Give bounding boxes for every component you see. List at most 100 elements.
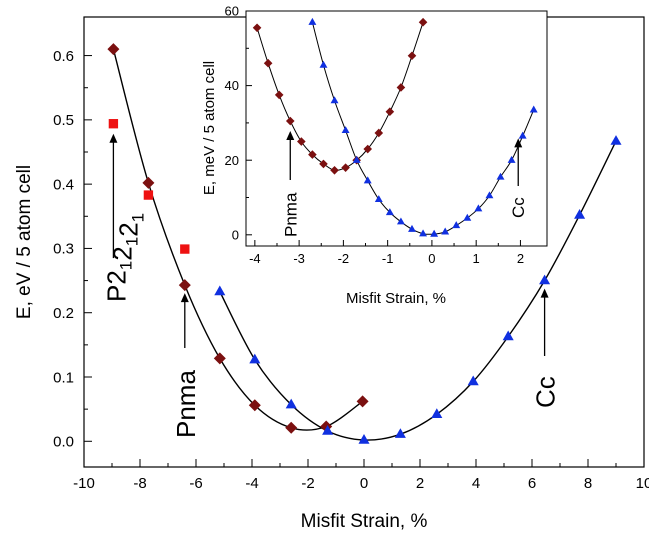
main-x-tick-label: -8 (133, 475, 146, 492)
main-point-triangle (285, 398, 297, 409)
inset-annotation-pnma-arrow-head (286, 131, 295, 141)
inset-point-triangle (529, 105, 538, 113)
main-point-diamond (142, 176, 155, 189)
main-fit-line-triangle (219, 140, 617, 441)
main-point-triangle (394, 428, 406, 438)
inset-y-tick-label: 0 (232, 227, 239, 242)
inset-annotation-cc-label: Cc (509, 197, 528, 218)
inset-point-diamond (330, 165, 339, 175)
inset-point-triangle (496, 172, 505, 180)
annotation-p21-subscript: 1 (116, 261, 135, 270)
main-y-tick-label: 0.1 (53, 369, 74, 386)
annotation-cc-label: Cc (531, 376, 561, 408)
inset-point-diamond (341, 163, 350, 172)
inset-point-triangle (308, 17, 317, 25)
inset-annotation-cc-arrow-head (514, 138, 523, 148)
annotation-cc-arrow-head (540, 288, 549, 298)
main-point-diamond (285, 421, 298, 434)
inset-point-triangle (319, 60, 328, 68)
main-point-triangle (467, 375, 479, 386)
inset-point-diamond (385, 107, 395, 117)
inset-point-triangle (341, 126, 350, 134)
inset-point-triangle (441, 227, 450, 235)
inset-point-diamond (407, 51, 417, 61)
inset-annotations: Pnma Cc (281, 131, 528, 237)
main-point-triangle (574, 209, 586, 219)
main-point-triangle (539, 274, 551, 285)
annotation-p21-main: 2 (107, 246, 137, 260)
main-x-tick-label: 4 (472, 475, 480, 492)
inset-y-tick-label: 40 (225, 78, 239, 93)
inset-point-diamond (363, 144, 373, 154)
inset-x-tick-label: -1 (382, 251, 394, 266)
main-point-diamond (248, 399, 261, 412)
inset-point-triangle (396, 217, 405, 225)
inset-y-axis-label: E, meV / 5 atom cell (201, 61, 218, 195)
main-y-tick-label: 0.5 (53, 112, 74, 129)
main-y-tick-label: 0.3 (53, 241, 74, 258)
inset-point-diamond (252, 23, 262, 33)
main-point-diamond (178, 279, 191, 292)
annotation-pnma-label: Pnma (171, 370, 201, 438)
inset-point-diamond (319, 159, 328, 169)
main-x-tick-label: 10 (636, 475, 649, 492)
inset-point-diamond (374, 128, 384, 138)
inset-x-tick-label: -4 (249, 251, 261, 266)
inset-point-triangle (363, 176, 372, 184)
main-y-tick-label: 0.0 (53, 434, 74, 451)
main-x-tick-label: -10 (73, 475, 95, 492)
inset-y-tick-label: 20 (225, 153, 239, 168)
inset-point-triangle (374, 195, 383, 203)
inset-point-diamond (263, 58, 273, 68)
inset-point-triangle (408, 224, 416, 232)
main-data-points (107, 43, 622, 444)
main-x-tick-label: 2 (416, 475, 424, 492)
inset-y-tick-label: 60 (225, 4, 239, 19)
inset-point-diamond (418, 17, 428, 27)
main-ticks: -10 -8 -6 -4 -2 0 2 4 6 8 100.00.10.20.30.40.50.6 (53, 48, 649, 492)
inset-x-tick-label: 1 (473, 251, 480, 266)
inset-point-triangle (430, 229, 439, 237)
main-x-tick-label: -4 (245, 475, 258, 492)
annotation-p21-main: P2 (101, 270, 131, 302)
inset-point-triangle (419, 229, 428, 237)
main-x-tick-label: 0 (360, 475, 368, 492)
main-point-triangle (322, 425, 334, 435)
main-x-tick-label: 6 (528, 475, 536, 492)
inset-point-triangle (463, 213, 472, 221)
inset-data-points (252, 17, 538, 237)
inset-x-axis-label: Misfit Strain, % (346, 290, 446, 307)
main-point-diamond (213, 352, 226, 365)
main-y-axis-label: E, eV / 5 atom cell (14, 165, 35, 319)
annotation-p21-subscript: 1 (128, 213, 147, 222)
main-x-tick-label: 8 (584, 475, 592, 492)
main-point-diamond (356, 395, 369, 408)
inset-plot-frame (245, 10, 548, 247)
inset-x-tick-label: -2 (338, 251, 350, 266)
annotation-p21-subscript: 1 (122, 237, 141, 246)
inset-point-diamond (285, 116, 295, 126)
main-x-axis-label: Misfit Strain, % (301, 511, 428, 532)
inset-point-diamond (396, 83, 406, 92)
inset-point-triangle (330, 96, 339, 104)
inset-point-triangle (518, 131, 527, 139)
annotation-p21-main: 2 (113, 222, 143, 236)
main-point-diamond (107, 43, 120, 56)
main-point-square (180, 244, 190, 254)
main-y-tick-label: 0.4 (53, 176, 74, 193)
main-point-triangle (358, 434, 370, 444)
main-point-triangle (431, 408, 443, 419)
main-x-tick-label: -6 (189, 475, 202, 492)
annotation-p21-arrow-head (109, 133, 118, 143)
inset-fit-line-diamond (256, 22, 424, 171)
main-y-tick-label: 0.6 (53, 48, 74, 65)
main-x-tick-label: -2 (301, 475, 314, 492)
annotation-pnma-arrow-head (180, 293, 189, 303)
main-point-square (108, 119, 119, 129)
annotation-p212121-label: P212121 (101, 213, 147, 302)
inset-point-triangle (352, 155, 361, 163)
inset-x-tick-label: 2 (517, 251, 524, 266)
inset-point-triangle (474, 204, 483, 212)
